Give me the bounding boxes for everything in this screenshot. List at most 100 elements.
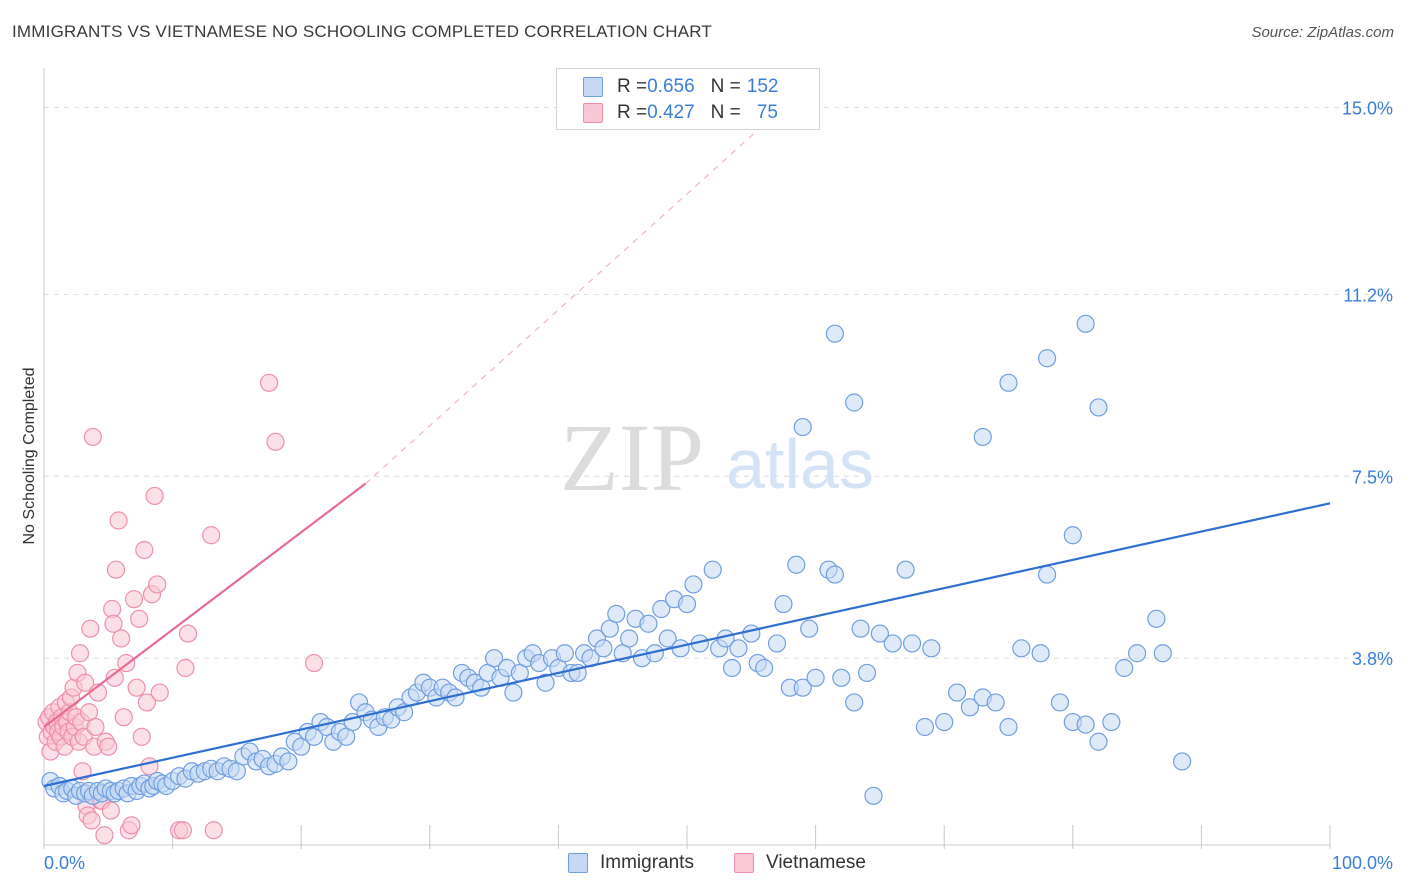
vietnamese-point (204, 821, 223, 840)
vietnamese-trend-line (43, 482, 367, 728)
immigrants-point (1037, 565, 1057, 584)
vietnamese-point (86, 717, 105, 737)
vietnamese-point (76, 673, 95, 692)
immigrants-point (806, 668, 825, 687)
immigrants-point (1147, 609, 1166, 628)
legend-label-immigrants: Immigrants (600, 852, 694, 873)
vietnamese-point (105, 668, 124, 687)
vietnamese-point (148, 575, 167, 594)
vietnamese-point (122, 816, 141, 835)
r-label: R = (617, 76, 648, 97)
y-tick-label: 11.2% (1343, 285, 1393, 305)
legend-item-vietnamese[interactable]: Vietnamese (734, 852, 866, 874)
immigrants-point (800, 619, 819, 638)
vietnamese-point (259, 373, 279, 392)
vietnamese-point (81, 619, 100, 638)
vietnamese-trend-extension (365, 77, 817, 485)
vietnamese-point (178, 624, 198, 643)
legend-row-vietnamese: R = 0.427 N = 75 (583, 101, 778, 125)
immigrants-point (767, 634, 787, 653)
vietnamese-point (173, 821, 192, 840)
vietnamese-point (99, 737, 118, 756)
tick-labels: 3.8% 7.5% 11.2% 15.0% 0.0% 100.0% (44, 99, 1393, 874)
immigrants-point (986, 693, 1005, 712)
immigrants-point (845, 693, 864, 712)
immigrants-point (1050, 693, 1070, 712)
immigrants-point (1089, 398, 1108, 417)
immigrants-point (279, 752, 298, 771)
immigrants-point (1127, 644, 1147, 663)
immigrants-point (620, 629, 639, 648)
immigrants-point (504, 683, 523, 702)
legend-label-vietnamese: Vietnamese (766, 852, 866, 873)
immigrants-point (1031, 644, 1050, 663)
immigrants-point (864, 786, 883, 805)
immigrants-point (947, 683, 967, 702)
immigrants-point (793, 678, 812, 697)
immigrants-point (652, 599, 671, 619)
vietnamese-point (101, 801, 120, 820)
immigrants-point (825, 565, 844, 584)
immigrants-point (755, 658, 774, 678)
immigrants-point (999, 373, 1018, 392)
immigrants-point (677, 594, 697, 614)
immigrants-point (896, 560, 915, 579)
y-tick-label: 7.5% (1352, 467, 1393, 487)
chart-source: Source: ZipAtlas.com (1251, 24, 1394, 41)
legend-row-immigrants: R = 0.656 N = 152 (583, 75, 778, 99)
legend-item-immigrants[interactable]: Immigrants (568, 852, 694, 874)
trend-lines (43, 77, 1331, 788)
n-label: N = (710, 76, 741, 97)
immigrants-point (851, 619, 870, 638)
immigrants-point (555, 644, 574, 663)
immigrants-point (594, 639, 613, 658)
immigrants-point (729, 639, 748, 658)
immigrants-point (742, 624, 761, 643)
watermark-zip: ZIP (560, 404, 704, 511)
n-value: 75 (756, 102, 778, 123)
immigrants-point (845, 393, 864, 412)
vietnamese-point (114, 708, 133, 727)
immigrants-point (607, 604, 626, 624)
immigrants-point (1089, 732, 1108, 751)
vietnamese-point (176, 658, 195, 678)
watermark-atlas: atlas (726, 425, 874, 503)
immigrants-point (1037, 349, 1057, 368)
immigrants-point (1012, 639, 1031, 658)
series-legend: Immigrants Vietnamese (0, 852, 1406, 878)
stats-legend: R = 0.656 N = 152 R = 0.427 N = 75 (556, 68, 820, 130)
r-label: R = (617, 102, 648, 123)
immigrants-point (999, 717, 1018, 737)
r-value: 0.656 (647, 76, 695, 97)
vietnamese-point (304, 653, 324, 673)
immigrants-point (915, 717, 935, 737)
vietnamese-swatch (583, 103, 603, 123)
immigrants-point (960, 698, 980, 717)
vietnamese-point (104, 614, 123, 633)
vietnamese-point (202, 526, 221, 545)
immigrants-point (922, 639, 941, 658)
immigrants-point (883, 634, 902, 653)
immigrants-point (1173, 752, 1192, 771)
immigrants-point (1076, 314, 1095, 333)
x-tick-label: 100.0% (1332, 853, 1393, 873)
vietnamese-point (83, 427, 102, 447)
immigrants-point (1115, 658, 1134, 678)
r-value: 0.427 (647, 102, 695, 123)
vietnamese-swatch (734, 853, 754, 873)
vietnamese-point (137, 693, 156, 712)
immigrants-point (536, 673, 555, 692)
y-tick-label: 3.8% (1352, 649, 1393, 669)
immigrants-point (1153, 644, 1172, 663)
n-label: N = (710, 102, 741, 123)
vietnamese-point (106, 560, 126, 579)
immigrants-swatch (568, 853, 588, 873)
y-tick-label: 15.0% (1342, 99, 1393, 119)
watermark: ZIP atlas (560, 404, 874, 511)
immigrants-point (1102, 712, 1121, 732)
immigrants-point (1076, 715, 1095, 734)
vietnamese-point (112, 629, 131, 648)
immigrants-point (1063, 526, 1082, 545)
chart-title: IMMIGRANTS VS VIETNAMESE NO SCHOOLING CO… (12, 22, 713, 41)
